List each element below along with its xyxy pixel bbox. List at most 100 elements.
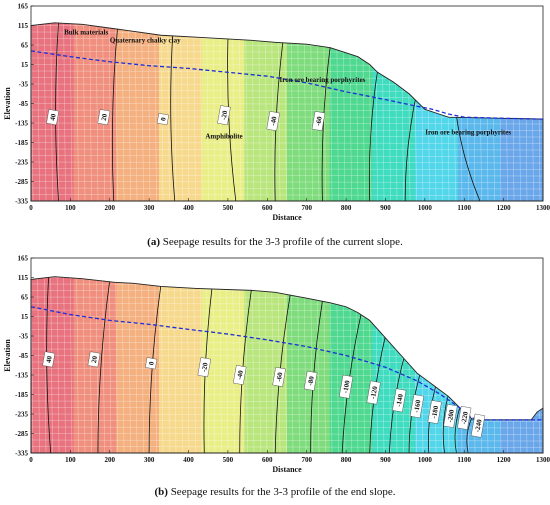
mesh-line-v bbox=[160, 276, 164, 453]
contour-label-box bbox=[303, 370, 318, 391]
contour-label: -100 bbox=[339, 374, 354, 399]
contour-label-text: -80 bbox=[306, 375, 316, 386]
x-tick-label: 1300 bbox=[536, 204, 550, 212]
equipotential-line bbox=[148, 284, 162, 453]
equipotential-line bbox=[368, 70, 378, 201]
mesh-line-v bbox=[147, 22, 151, 201]
contour-label-box bbox=[46, 109, 60, 126]
contour-label-box bbox=[272, 366, 286, 387]
contour-label: -200 bbox=[443, 404, 458, 428]
contour-label: -60 bbox=[272, 366, 286, 387]
x-tick-label: 300 bbox=[144, 204, 155, 212]
mesh-line-v bbox=[154, 276, 157, 453]
contour-label-box bbox=[42, 351, 56, 368]
mesh-line-v bbox=[134, 22, 138, 201]
mesh-line-h bbox=[31, 194, 543, 196]
pressure-zone-9 bbox=[415, 22, 459, 201]
slope-body bbox=[31, 276, 543, 453]
y-tick-label: -235 bbox=[15, 411, 28, 419]
mesh-line-h bbox=[31, 277, 543, 279]
contour-label-text: -220 bbox=[460, 410, 470, 425]
contour-label-text: 40 bbox=[45, 355, 54, 364]
mesh-line-v bbox=[219, 276, 222, 453]
x-tick-label: 600 bbox=[262, 204, 273, 212]
contour-label-text: -60 bbox=[314, 115, 324, 126]
mesh-line-h bbox=[31, 142, 543, 144]
x-tick-label: 1200 bbox=[497, 456, 512, 464]
mesh-line-v bbox=[141, 276, 144, 453]
x-tick-label: 700 bbox=[301, 456, 312, 464]
contour-label-box bbox=[457, 405, 472, 430]
mesh-line-h bbox=[31, 13, 543, 14]
mesh-line-v bbox=[128, 22, 131, 201]
mesh-line-h bbox=[31, 420, 543, 422]
contour-label-box bbox=[197, 357, 212, 378]
contour-label-text: -180 bbox=[430, 405, 440, 420]
caption-letter: (b) bbox=[154, 486, 168, 498]
pressure-zone-11 bbox=[500, 22, 543, 201]
equipotential-line bbox=[466, 416, 473, 453]
x-tick-label: 500 bbox=[223, 456, 234, 464]
contour-label: -20 bbox=[197, 357, 212, 378]
contour-label-box bbox=[266, 111, 280, 132]
equipotential-line bbox=[170, 33, 176, 201]
mesh-line-h bbox=[31, 25, 543, 27]
mesh-line-h bbox=[31, 174, 543, 177]
mesh-line-v bbox=[180, 22, 183, 201]
pressure-zone-8 bbox=[372, 276, 416, 453]
contour-label-text: 0 bbox=[159, 116, 168, 121]
x-tick-label: 0 bbox=[29, 204, 33, 212]
y-tick-label: -335 bbox=[15, 450, 28, 458]
mesh-line-v bbox=[173, 22, 177, 201]
contour-label: -120 bbox=[366, 380, 381, 405]
mesh-line-v bbox=[206, 22, 209, 201]
caption-a: (a) Seepage results for the 3-3 profile … bbox=[147, 236, 403, 248]
y-axis-label: Elevation bbox=[3, 339, 12, 372]
y-tick-label: -135 bbox=[15, 120, 28, 128]
x-tick-label: 1200 bbox=[497, 204, 512, 212]
contour-label-text: 0 bbox=[147, 360, 156, 365]
pressure-zone-5 bbox=[244, 276, 288, 453]
x-tick-label: 600 bbox=[262, 456, 273, 464]
y-tick-label: -285 bbox=[15, 430, 28, 438]
x-tick-label: 0 bbox=[29, 456, 33, 464]
x-tick-label: 1100 bbox=[457, 456, 471, 464]
contour-label: 20 bbox=[87, 351, 101, 368]
contour-label-box bbox=[156, 113, 169, 126]
mesh-line-v bbox=[199, 276, 203, 453]
equipotential-line bbox=[455, 115, 481, 201]
contour-label: -60 bbox=[311, 111, 326, 132]
mesh-line-v bbox=[167, 276, 170, 453]
contour-label: 0 bbox=[145, 357, 158, 370]
y-tick-label: -185 bbox=[15, 139, 28, 147]
pressure-zone-3 bbox=[159, 276, 203, 453]
contour-label-box bbox=[470, 413, 486, 438]
contour-label-box bbox=[233, 365, 247, 385]
contour-label: 0 bbox=[156, 113, 169, 126]
contour-label-text: -60 bbox=[275, 371, 285, 382]
x-tick-label: 100 bbox=[65, 204, 76, 212]
x-tick-label: 200 bbox=[105, 204, 116, 212]
contour-label-box bbox=[443, 404, 458, 428]
contour-label-box bbox=[87, 351, 101, 368]
mesh-line-h bbox=[31, 433, 543, 435]
contour-label-box bbox=[217, 105, 231, 126]
caption-text: Seepage results for the 3-3 profile of t… bbox=[168, 486, 396, 498]
contour-label-box bbox=[366, 380, 381, 405]
x-tick-label: 1000 bbox=[418, 204, 433, 212]
y-tick-label: -35 bbox=[19, 81, 29, 89]
mesh-line-v bbox=[232, 276, 235, 453]
layer-annotation: Bulk materials bbox=[64, 28, 108, 36]
y-tick-label: 15 bbox=[21, 61, 29, 69]
contour-label: -40 bbox=[266, 111, 280, 132]
contour-label-box bbox=[409, 394, 425, 419]
contour-label-text: 40 bbox=[49, 113, 58, 122]
x-tick-label: 100 bbox=[65, 456, 76, 464]
mesh-line-v bbox=[141, 22, 144, 201]
mesh-line-h bbox=[31, 187, 543, 190]
layer-annotation: Iron ore bearing porphyrites bbox=[425, 129, 511, 137]
y-tick-label: 165 bbox=[18, 3, 29, 11]
layer-annotation: Amphibolite bbox=[205, 133, 242, 141]
y-tick-label: 15 bbox=[21, 313, 29, 321]
